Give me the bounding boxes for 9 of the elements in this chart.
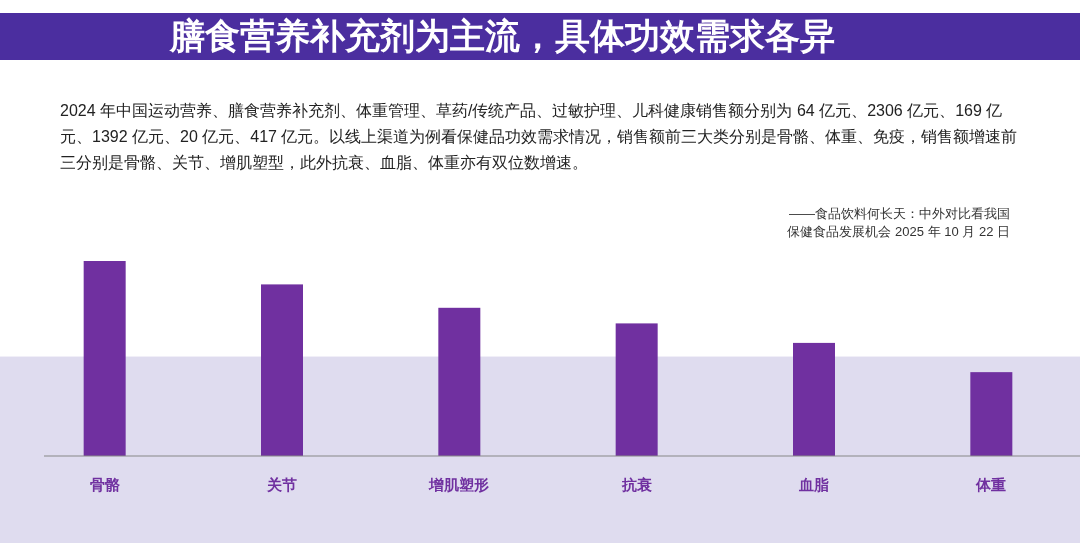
chart-subtitle: 2024 年中国运动营养、膳食营养补充剂、体重管理、草药/传统产品、过敏护理、儿科健康销售额分别为 64 亿元、2306 亿元、169 亿元、1392 亿元、20 亿元、417 亿元。以线上渠道为例看保健品功效需求情况，销售额前三大类分别是骨骼、体重、免疫，销售额增速前三分别是骨骼、关节、增肌塑型，此外抗衰、血脂、体重亦有双位数增速。 [60, 101, 1019, 173]
x-tick-label: 体重 [975, 476, 1007, 493]
x-tick-label: 骨骼 [89, 476, 121, 493]
text: ——食品饮料何长天：中外对比看我国保健食品发展机会 2025 年 10 月 22 日 [786, 205, 1010, 241]
x-tick-label: 血脂 [798, 476, 829, 493]
x-tick-label: 关节 [266, 476, 297, 493]
chart-title: 膳食营养补充剂为主流，具体功效需求各异 [168, 15, 836, 57]
x-tick-label: 增肌塑形 [428, 476, 490, 493]
x-tick-label: 抗衰 [620, 476, 652, 493]
